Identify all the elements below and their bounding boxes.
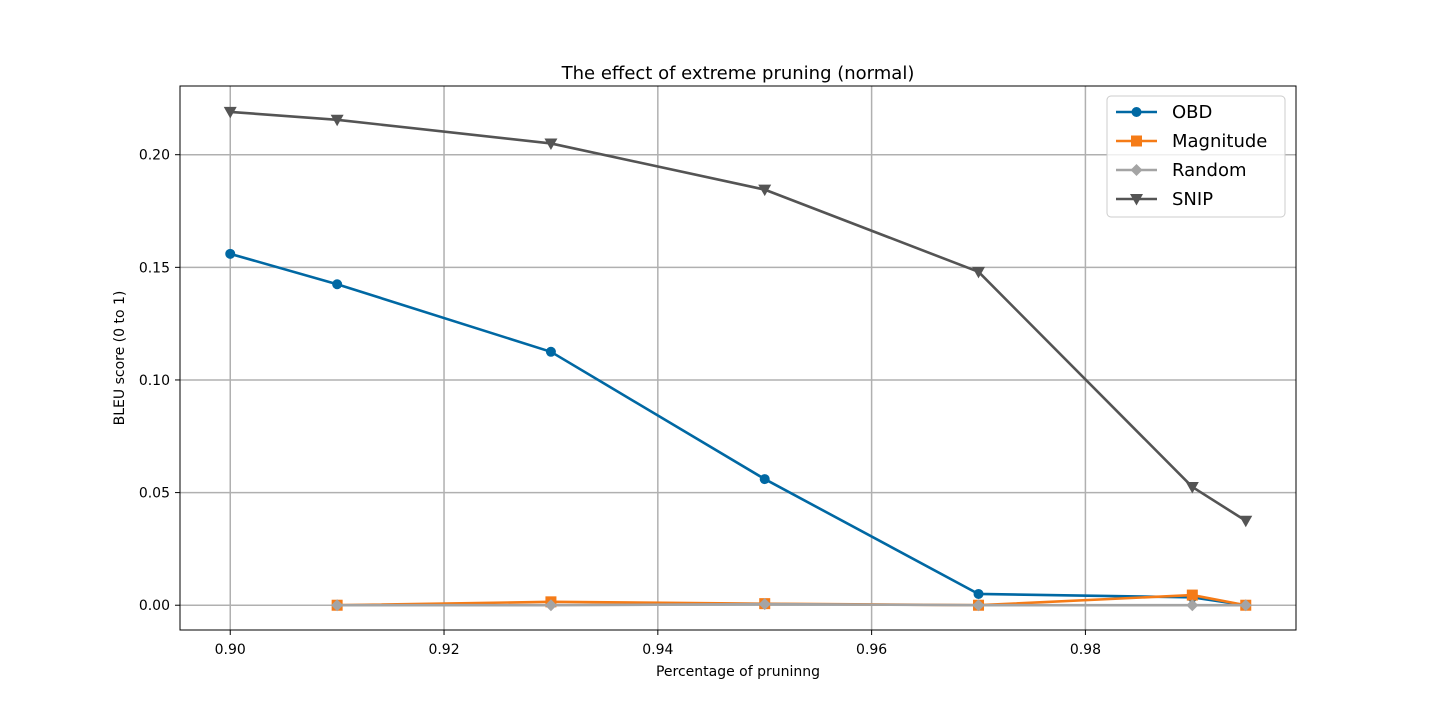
series-line-random [335,602,1248,607]
legend: OBD Magnitude Random SNIP [1106,95,1286,218]
plot-frame [179,85,1297,631]
legend-marker [1130,164,1143,176]
x-tick-label: 0.98 [1070,642,1101,658]
data-point-obd [225,248,236,259]
data-point-obd [545,346,556,357]
axis-ticks: 0.90 0.92 0.94 0.96 0.98 0.00 0.05 0.10 0.15 0.20 [139,148,1101,658]
data-point-snip [758,184,772,197]
data-point-random [1186,599,1199,612]
legend-marker [1131,135,1142,147]
data-series [223,106,1253,612]
series-snip [223,106,1253,528]
data-point-random [758,598,771,611]
y-tick-label: 0.15 [139,260,170,276]
data-point-obd [973,588,984,599]
data-point-obd [332,279,343,290]
data-point-obd [759,474,770,485]
data-point-magnitude [1186,589,1198,601]
x-axis-label: Percentage of pruninng [656,664,820,680]
y-tick-label: 0.20 [139,148,170,164]
legend-item-magnitude: Magnitude [1116,131,1267,152]
y-tick-label: 0.00 [139,598,170,614]
y-tick-label: 0.05 [139,486,170,502]
data-point-random [331,599,344,612]
legend-item-random: Random [1116,160,1247,181]
x-tick-label: 0.96 [856,642,887,658]
x-tick-label: 0.90 [215,642,246,658]
data-point-snip [1239,515,1253,528]
x-tick-label: 0.94 [642,642,673,658]
x-tick-label: 0.92 [428,642,459,658]
data-point-random [972,599,985,612]
y-axis-label: BLEU score (0 to 1) [112,291,128,426]
chart-title: The effect of extreme pruning (normal) [561,63,915,84]
data-point-random [1239,599,1252,612]
data-point-snip [972,266,986,279]
legend-item-obd: OBD [1116,102,1212,123]
legend-label: Random [1172,160,1247,181]
y-tick-label: 0.10 [139,373,170,389]
legend-marker [1130,194,1143,206]
legend-label: SNIP [1172,189,1213,210]
data-point-snip [330,114,344,127]
legend-label: OBD [1172,102,1212,123]
data-point-snip [1185,481,1199,494]
legend-label: Magnitude [1172,131,1267,152]
series-random [331,598,1252,612]
legend-item-snip: SNIP [1116,189,1213,210]
data-point-snip [544,138,558,150]
data-point-random [544,599,557,612]
data-point-snip [223,106,237,119]
legend-marker [1131,107,1142,117]
legend-box [1106,95,1286,218]
